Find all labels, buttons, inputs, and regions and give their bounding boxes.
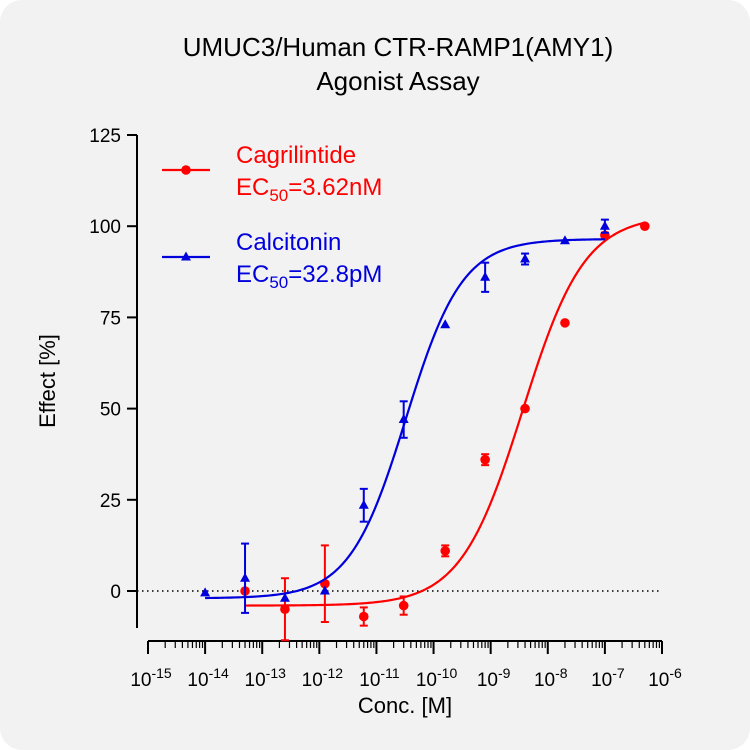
legend-series-name: Calcitonin <box>236 229 341 256</box>
data-point <box>240 572 251 582</box>
x-tick-label: 10-6 <box>648 665 682 691</box>
data-point <box>398 414 409 424</box>
x-tick-label: 10-12 <box>302 665 344 691</box>
x-tick-exponent: -10 <box>437 665 457 681</box>
ec50-value: =32.8pM <box>288 261 382 288</box>
data-point <box>560 318 570 328</box>
y-axis-label: Effect [%] <box>35 334 60 428</box>
data-point <box>480 271 491 281</box>
y-tick-label: 125 <box>89 126 121 147</box>
y-tick-label: 50 <box>100 400 121 421</box>
data-point <box>480 454 490 465</box>
series-calcitonin <box>200 218 610 614</box>
x-tick-label: 10-8 <box>534 665 568 691</box>
x-tick-exponent: -9 <box>498 665 511 681</box>
legend-ec50: EC50=32.8pM <box>236 261 382 292</box>
ec50-subscript: 50 <box>269 186 288 205</box>
x-tick-label: 10-11 <box>359 665 400 691</box>
y-tick-label: 0 <box>110 582 121 603</box>
data-point <box>559 235 570 245</box>
x-tick-exponent: -8 <box>555 665 568 681</box>
ec50-value: =3.62nM <box>288 174 382 201</box>
legend-marker <box>181 251 191 261</box>
y-tick-label: 75 <box>100 308 121 329</box>
x-axis-label: Conc. [M] <box>358 693 452 718</box>
legend-ec50: EC50=3.62nM <box>236 174 382 205</box>
plot-area: 0 25 50 75 100 125 10-15 10-14 10-13 10-12 10-11 10… <box>89 126 682 691</box>
data-point <box>440 546 451 556</box>
data-point <box>520 253 531 263</box>
data-point <box>358 499 369 509</box>
legend-series-name: Cagrilintide <box>236 142 356 169</box>
x-tick-label: 10-14 <box>187 665 229 691</box>
x-tick-exponent: -11 <box>380 665 399 681</box>
ec50-subscript: 50 <box>269 273 288 292</box>
y-tick-label: 25 <box>100 491 121 512</box>
data-point <box>398 600 409 611</box>
x-tick-exponent: -15 <box>151 665 171 681</box>
chart-title-line-1: UMUC3/Human CTR-RAMP1(AMY1) <box>183 32 614 62</box>
fit-curve-cagrilintide <box>245 221 646 607</box>
legend-entry-calcitonin: Calcitonin EC50=32.8pM <box>162 229 382 292</box>
x-tick-exponent: -6 <box>669 665 682 681</box>
x-tick-label: 10-10 <box>416 665 458 691</box>
x-tick-exponent: -13 <box>266 665 286 681</box>
y-tick-label: 100 <box>89 217 121 238</box>
legend-entry-cagrilintide: Cagrilintide EC50=3.62nM <box>162 142 382 205</box>
x-tick-exponent: -14 <box>209 665 229 681</box>
data-point <box>200 587 211 597</box>
data-point <box>319 585 330 595</box>
x-tick-label: 10-9 <box>477 665 511 691</box>
data-point <box>280 604 290 615</box>
data-point <box>599 220 610 230</box>
legend-marker <box>181 165 191 175</box>
x-tick-exponent: -12 <box>323 665 343 681</box>
data-point <box>640 221 650 231</box>
data-point <box>279 592 290 602</box>
series-cagrilintide <box>240 221 650 642</box>
data-point <box>520 403 530 414</box>
x-tick-label: 10-15 <box>130 665 172 691</box>
x-tick-label: 10-13 <box>245 665 287 691</box>
ec50-prefix: EC <box>236 174 269 201</box>
x-tick-exponent: -7 <box>612 665 625 681</box>
ec50-prefix: EC <box>236 261 269 288</box>
data-point <box>440 319 451 329</box>
data-point <box>358 611 369 622</box>
x-tick-label: 10-7 <box>591 665 625 691</box>
chart-title-line-2: Agonist Assay <box>316 66 479 96</box>
